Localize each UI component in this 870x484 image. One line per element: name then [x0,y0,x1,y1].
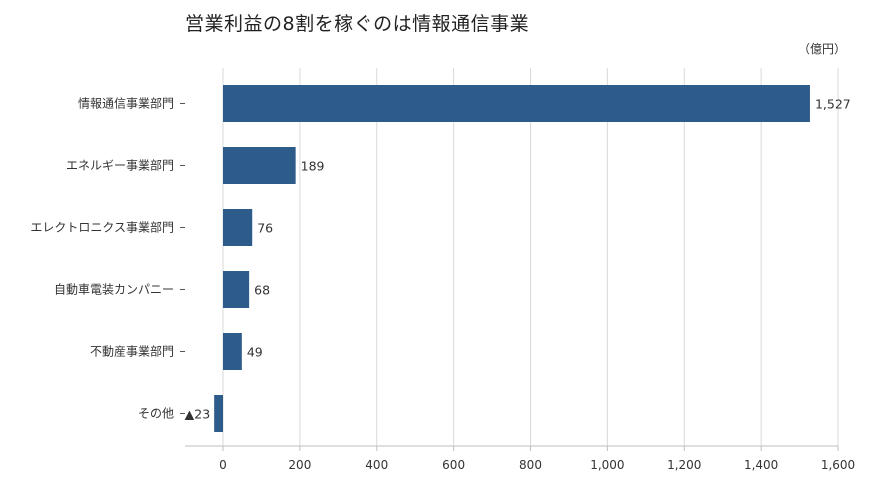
data-label: ▲23 [185,407,211,422]
bar [223,271,250,308]
x-tick-label: 1,000 [590,458,624,472]
x-tick-label: 600 [442,458,465,472]
x-tick-label: 1,400 [744,458,778,472]
category-label: エネルギー事業部門 [66,158,174,173]
bar [223,209,253,246]
bar [223,333,242,370]
x-tick-label: 1,600 [821,458,855,472]
category-label: 自動車電装カンパニー [54,283,174,297]
category-label: 不動産事業部門 [90,344,174,359]
unit-label: （億円） [798,42,847,56]
data-label: 76 [257,221,273,236]
x-tick-label: 800 [519,458,542,472]
data-label: 1,527 [815,97,851,112]
category-label: 情報通信事業部門 [78,96,174,111]
chart-title: 営業利益の8割を稼ぐのは情報通信事業 [185,13,530,35]
category-label: その他 [138,407,174,421]
x-tick-label: 400 [365,458,388,472]
bar [223,147,296,184]
data-label: 49 [247,345,263,360]
category-label: エレクトロニクス事業部門 [30,220,174,235]
bar [223,85,810,122]
bar [214,395,223,432]
x-tick-label: 0 [219,458,227,472]
x-tick-label: 1,200 [667,458,701,472]
data-label: 189 [301,159,325,174]
data-label: 68 [254,283,270,298]
x-tick-label: 200 [288,458,311,472]
